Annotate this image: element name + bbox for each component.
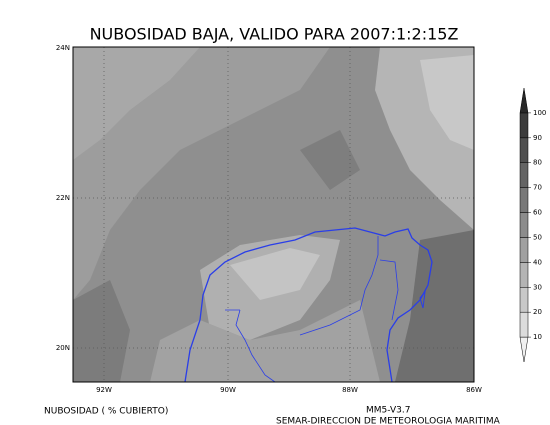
- lat-label: 22N: [56, 194, 70, 202]
- colorbar-swatch: [519, 237, 529, 263]
- colorbar-label: 100: [533, 109, 546, 117]
- map-title: NUBOSIDAD BAJA, VALIDO PARA 2007:1:2:15Z: [90, 25, 459, 44]
- map-field: [72, 46, 475, 383]
- field-patch: [73, 47, 200, 160]
- colorbar-swatch: [519, 336, 529, 363]
- colorbar-label: 90: [533, 134, 542, 142]
- field-patch: [73, 280, 130, 382]
- colorbar-swatch: [519, 87, 529, 114]
- lon-label: 90W: [220, 386, 236, 394]
- coastline: [184, 227, 433, 383]
- colorbar-swatch: [519, 112, 529, 139]
- colorbar-label: 40: [533, 258, 542, 266]
- colorbar-swatch: [519, 162, 529, 188]
- colorbar-swatch: [519, 262, 529, 288]
- colorbar-swatch: [519, 212, 529, 238]
- colorbar-label: 50: [533, 233, 542, 241]
- island: [419, 290, 426, 309]
- colorbar-label: 80: [533, 159, 542, 167]
- colorbar-swatch: [519, 187, 529, 213]
- colorbar-swatch: [519, 137, 529, 163]
- graticule: [73, 47, 474, 382]
- field-patch: [395, 230, 474, 382]
- state-border: [225, 236, 399, 383]
- credit-label: SEMAR-DIRECCION DE METEOROLOGIA MARITIMA: [276, 417, 501, 425]
- colorbar-label: 20: [533, 308, 542, 316]
- colorbar-label: 30: [533, 283, 542, 291]
- field-patch: [420, 55, 474, 150]
- colorbar-label: 60: [533, 209, 542, 217]
- lat-label: 20N: [56, 344, 70, 352]
- colorbar-swatch: [519, 287, 529, 313]
- field-patch: [73, 47, 330, 300]
- field-patch: [230, 248, 320, 300]
- colorbar-label: 10: [533, 333, 542, 341]
- lon-label: 88W: [342, 386, 358, 394]
- lon-label: 92W: [96, 386, 112, 394]
- colorbar-label: 70: [533, 184, 542, 192]
- model-label: MM5-V3.7: [366, 406, 410, 416]
- field-patch: [150, 300, 380, 382]
- lon-label: 86W: [466, 386, 482, 394]
- units-label: NUBOSIDAD ( % CUBIERTO): [44, 407, 168, 417]
- field-patch: [300, 130, 360, 190]
- map-frame: [72, 46, 475, 383]
- lat-label: 24N: [56, 44, 70, 52]
- colorbar-swatch: [519, 311, 529, 338]
